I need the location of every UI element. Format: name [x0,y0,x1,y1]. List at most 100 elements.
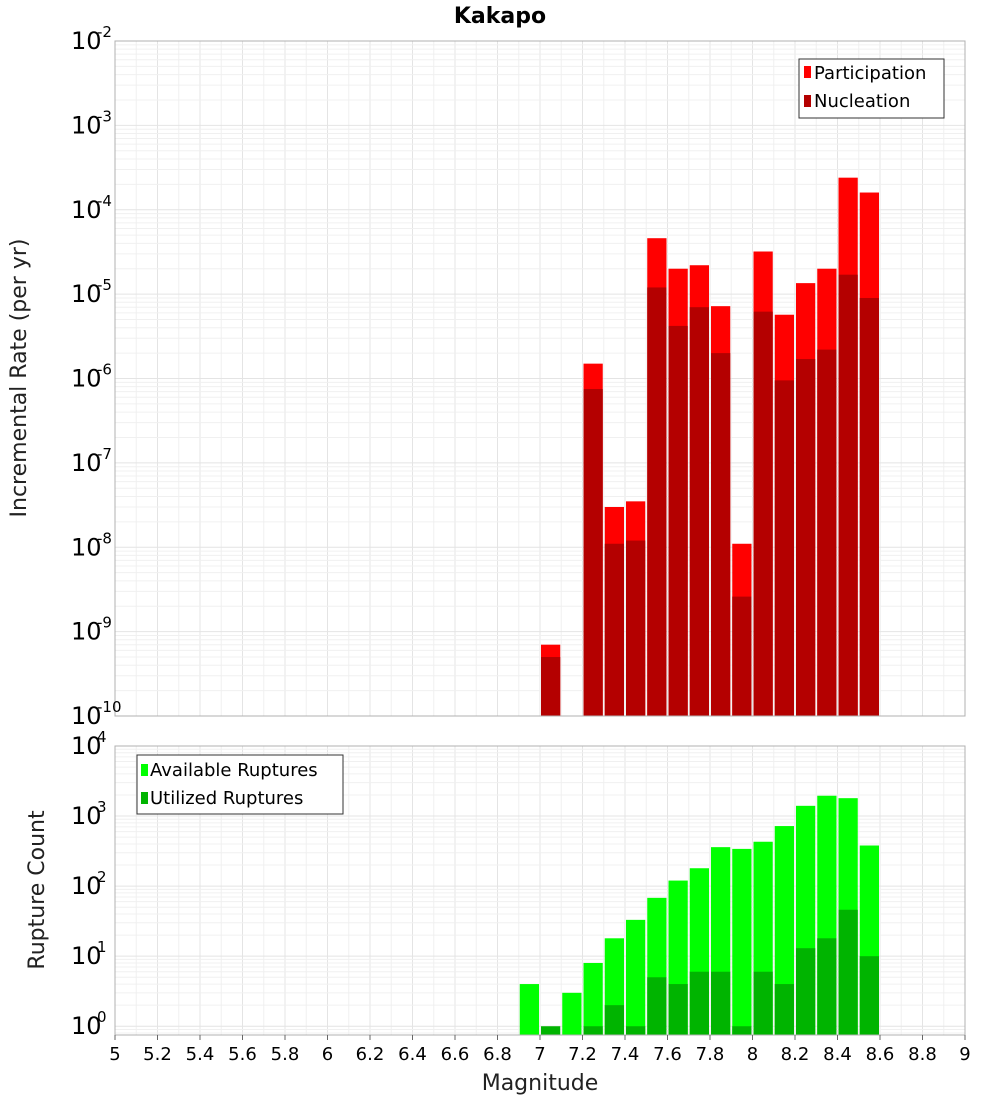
count-bar-utilized-ruptures [604,1005,624,1035]
count-legend-box [136,754,344,815]
rate-bar-nucleation [626,540,646,716]
count-y-axis-label: Rupture Count [25,810,50,970]
count-bar-utilized-ruptures [668,984,688,1035]
rate-bar-nucleation [668,325,688,716]
x-tick-label: 6.2 [356,1044,385,1065]
count-bar-utilized-ruptures [859,956,879,1035]
count-bars [519,795,879,1035]
y-tick-exponent: -5 [97,276,112,294]
y-tick-label: 10 [71,27,102,55]
x-tick-label: 6.6 [441,1044,470,1065]
x-tick-label: 6.8 [483,1044,512,1065]
y-tick-label: 10 [71,618,102,646]
x-tick-label: 7.4 [611,1044,640,1065]
rate-bar-nucleation [689,307,709,716]
count-bar-available-ruptures [583,962,603,1035]
x-tick-label: 5 [109,1044,120,1065]
count-legend: Available Ruptures Utilized Ruptures [136,754,344,815]
rate-bar-nucleation [711,353,731,716]
x-ticks: 5 5.2 5.4 5.6 5.8 6 6.2 6.4 6.6 6.8 7 7.2 7.4 7.6 7.8 8… [109,1035,971,1065]
y-tick-exponent: 4 [97,728,107,746]
available-legend-label: Available Ruptures [150,760,318,781]
y-tick-exponent: -2 [97,23,112,41]
y-tick-label: 10 [71,196,102,224]
count-bar-utilized-ruptures [796,948,816,1035]
count-bar-utilized-ruptures [711,971,731,1035]
y-tick-label: 10 [71,280,102,308]
count-bar-utilized-ruptures [626,1026,646,1035]
rate-legend-box [798,58,945,119]
x-tick-label: 6 [322,1044,333,1065]
y-tick-label: 10 [71,942,102,970]
y-tick-exponent: -6 [97,361,112,379]
chart-title: Kakapo [454,4,546,29]
rate-plot-frame [114,40,966,717]
count-bar-utilized-ruptures [541,1026,561,1035]
rate-bar-nucleation [732,596,752,716]
rate-y-axis-label: Incremental Rate (per yr) [7,239,32,518]
y-tick-exponent: 1 [97,938,107,956]
rate-bar-nucleation [753,311,773,716]
count-bar-available-ruptures [626,919,646,1035]
y-tick-exponent: 2 [97,868,107,886]
count-bar-utilized-ruptures [838,909,858,1035]
y-tick-label: 10 [71,449,102,477]
count-bar-utilized-ruptures [647,977,667,1035]
x-tick-label: 8.8 [908,1044,937,1065]
x-tick-label: 9 [959,1044,970,1065]
y-tick-exponent: -4 [97,192,112,210]
x-tick-label: 8.2 [781,1044,810,1065]
rate-bar-nucleation [541,657,561,716]
x-axis-label: Magnitude [482,1071,599,1096]
count-bar-available-ruptures [519,984,539,1035]
count-bar-utilized-ruptures [689,971,709,1035]
y-tick-label: 10 [71,111,102,139]
available-legend-swatch [141,764,148,776]
y-tick-exponent: -8 [97,529,112,547]
y-tick-label: 10 [71,872,102,900]
count-bar-utilized-ruptures [817,938,837,1035]
rate-bar-nucleation [859,297,879,716]
count-bar-utilized-ruptures [732,1026,752,1035]
count-bar-utilized-ruptures [583,1026,603,1035]
x-tick-label: 8.4 [823,1044,852,1065]
rate-bars [541,177,879,717]
y-tick-exponent: 3 [97,798,107,816]
y-tick-label: 10 [71,1012,102,1040]
x-tick-label: 8.6 [866,1044,895,1065]
x-tick-label: 7.6 [653,1044,682,1065]
y-tick-exponent: -3 [97,107,112,125]
y-tick-label: 10 [71,702,102,730]
x-tick-label: 5.6 [228,1044,257,1065]
y-tick-label: 10 [71,802,102,830]
y-tick-exponent: -9 [97,614,112,632]
x-tick-label: 5.2 [143,1044,172,1065]
rate-bar-nucleation [838,274,858,716]
count-bar-available-ruptures [732,848,752,1035]
x-tick-label: 5.8 [271,1044,300,1065]
count-bar-available-ruptures [562,992,582,1035]
x-tick-label: 5.4 [186,1044,215,1065]
y-tick-label: 10 [71,732,102,760]
x-tick-label: 7 [534,1044,545,1065]
count-bar-utilized-ruptures [774,984,794,1035]
y-tick-exponent: 0 [97,1008,107,1026]
rate-bar-nucleation [817,349,837,716]
utilized-legend-swatch [141,792,148,804]
participation-legend-swatch [804,66,811,78]
count-bar-available-ruptures [774,826,794,1035]
rate-bar-nucleation [647,287,667,716]
y-tick-exponent: -7 [97,445,112,463]
x-tick-label: 6.4 [398,1044,427,1065]
count-bar-utilized-ruptures [753,971,773,1035]
nucleation-legend-label: Nucleation [814,91,910,112]
rate-grid [114,41,966,717]
x-tick-label: 8 [747,1044,758,1065]
x-tick-label: 7.2 [568,1044,597,1065]
rate-bar-nucleation [796,359,816,716]
rate-bar-nucleation [583,389,603,716]
x-tick-label: 7.8 [696,1044,725,1065]
